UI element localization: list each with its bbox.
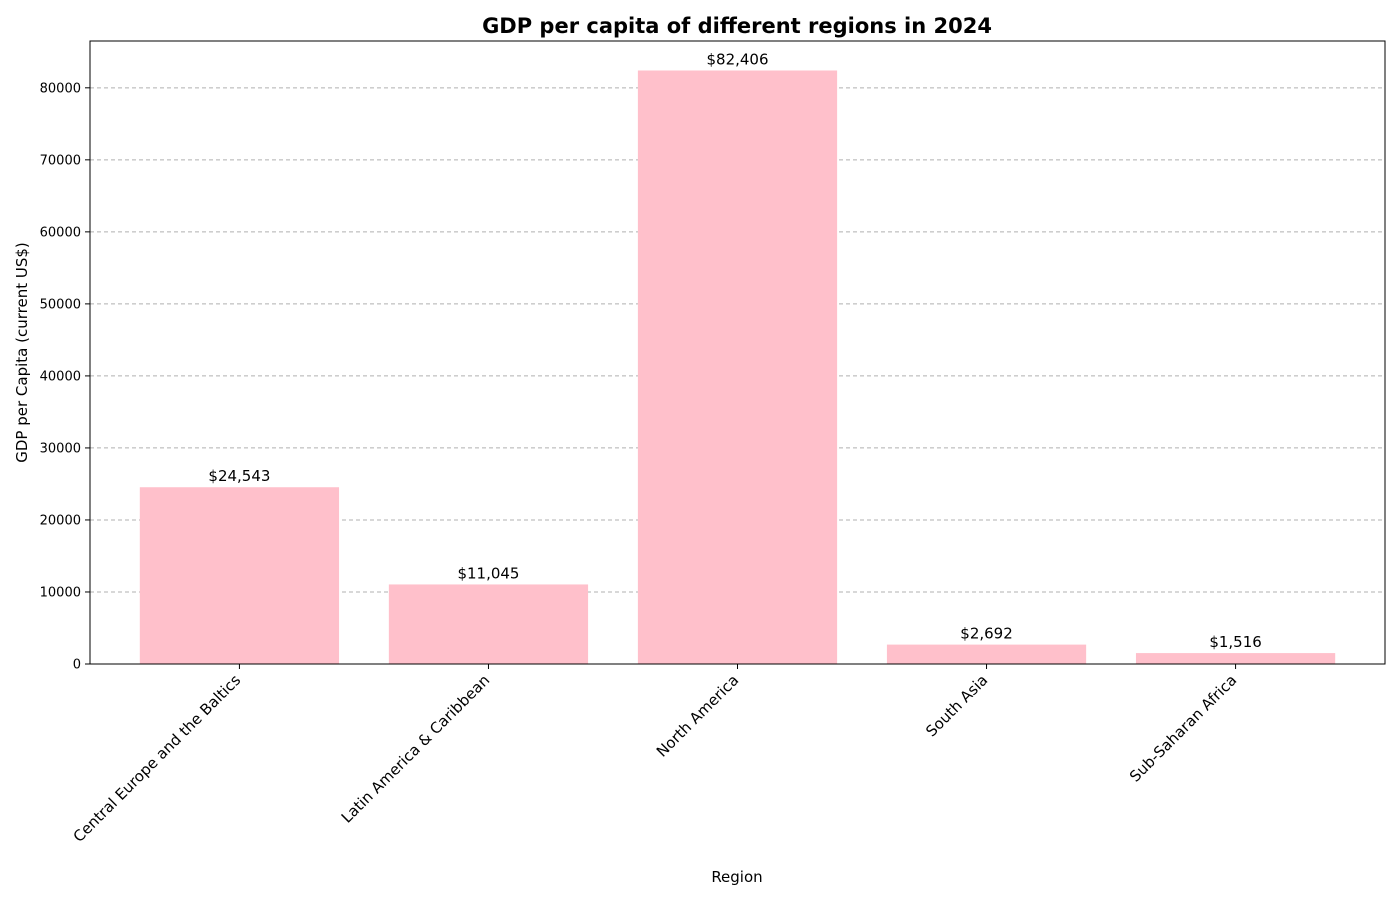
y-tick-label: 0 — [73, 658, 81, 673]
x-tick-label: Latin America & Caribbean — [338, 671, 494, 827]
x-axis-label: Region — [711, 868, 762, 886]
bar-layer — [139, 70, 1336, 664]
bar — [139, 487, 340, 664]
bar-value-label: $1,516 — [1209, 633, 1262, 651]
y-axis-ticks: 0 10000 20000 30000 40000 50000 60000 70000 8000… — [40, 81, 90, 673]
bar — [388, 584, 589, 664]
chart-title: GDP per capita of different regions in 2… — [482, 14, 992, 38]
x-tick-label: Sub-Saharan Africa — [1126, 671, 1240, 785]
bar — [886, 644, 1087, 664]
bar-value-label: $11,045 — [457, 564, 519, 582]
x-tick-label: North America — [653, 671, 743, 761]
x-tick-label: South Asia — [922, 671, 991, 740]
y-axis-label: GDP per Capita (current US$) — [13, 242, 31, 463]
bar-value-label: $82,406 — [706, 50, 768, 68]
y-tick-label: 70000 — [40, 153, 81, 168]
x-axis-ticks: Central Europe and the Baltics Latin Amer… — [70, 664, 1240, 846]
y-tick-label: 50000 — [40, 297, 81, 312]
y-tick-label: 10000 — [40, 585, 81, 600]
data-labels: $24,543 $11,045 $82,406 $2,692 $1,516 — [208, 50, 1261, 651]
y-tick-label: 20000 — [40, 513, 81, 528]
bar-value-label: $24,543 — [208, 467, 270, 485]
bar — [1135, 653, 1336, 664]
y-tick-label: 30000 — [40, 441, 81, 456]
bar-value-label: $2,692 — [960, 625, 1013, 643]
y-tick-label: 80000 — [40, 81, 81, 96]
y-tick-label: 40000 — [40, 369, 81, 384]
y-tick-label: 60000 — [40, 225, 81, 240]
bar — [637, 70, 838, 664]
x-tick-label: Central Europe and the Baltics — [70, 671, 245, 846]
